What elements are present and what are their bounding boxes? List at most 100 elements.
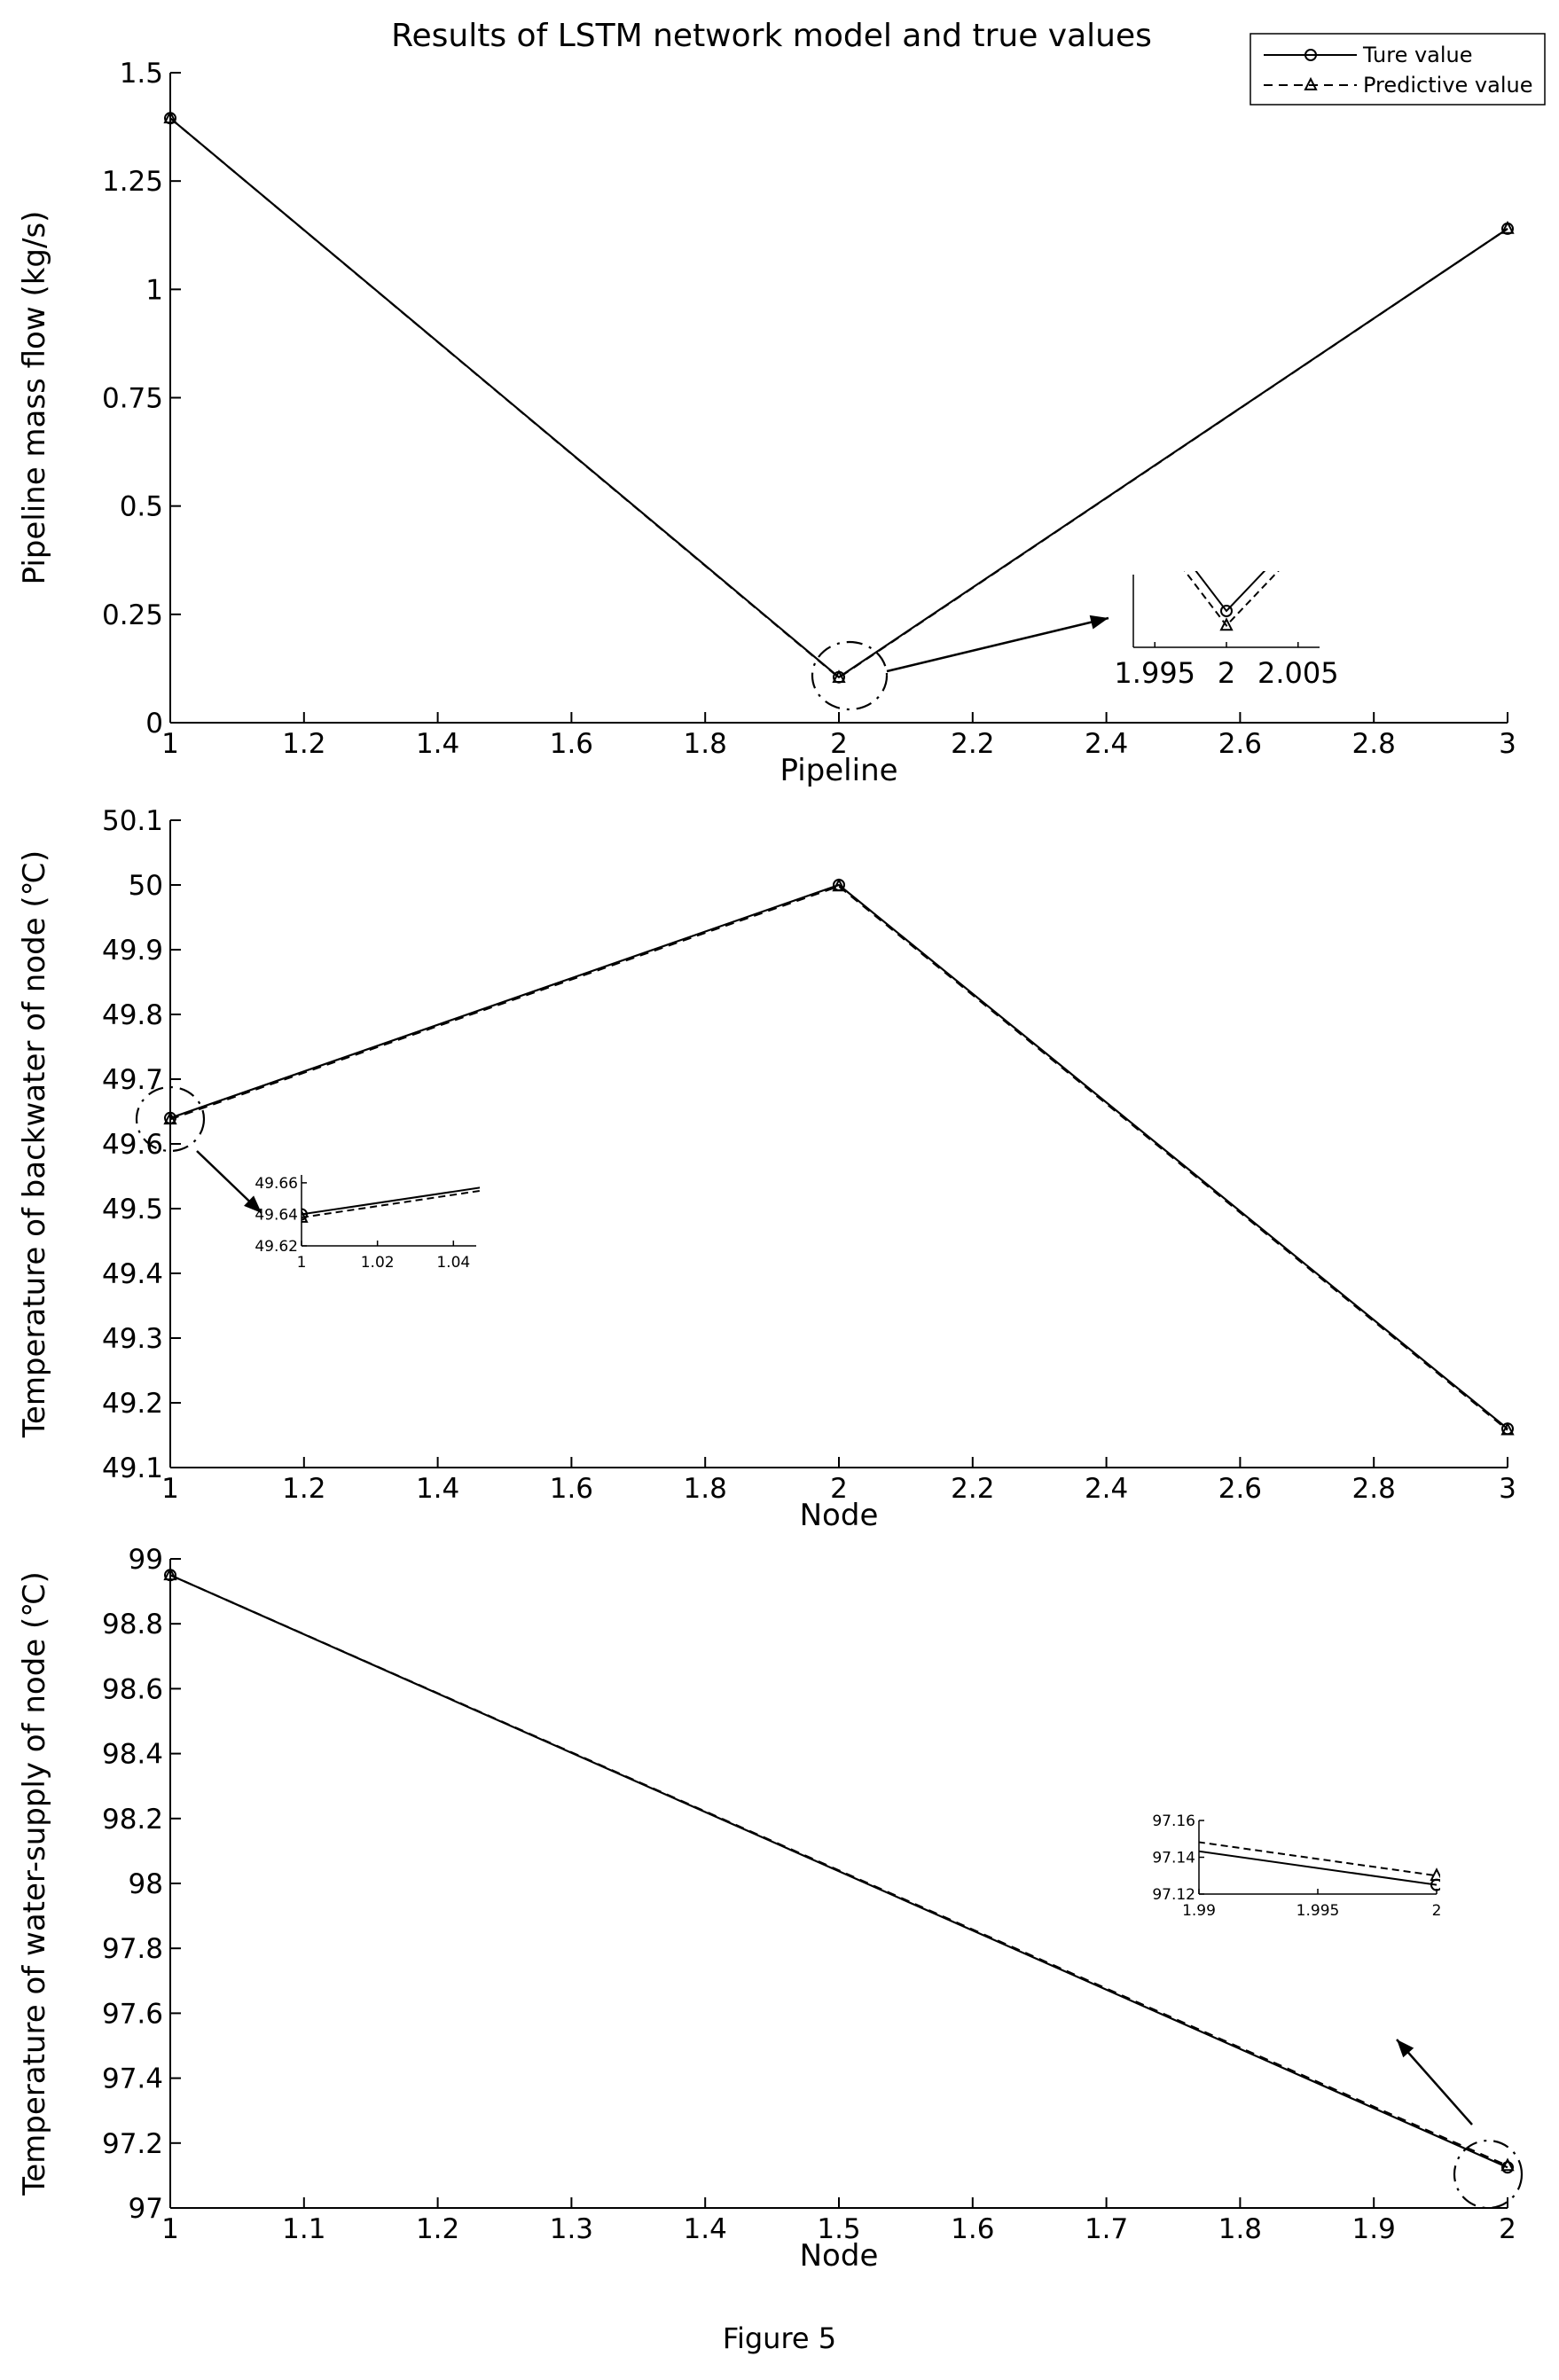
y-tick-label: 49.9 [102,935,163,967]
y-tick-label: 49.6 [102,1129,163,1161]
inset-point-predictive-value [302,1209,309,1223]
plots: 1 1.2 1.4 1.6 1.8 2 2.2 2.4 2.6 2.8 3 0 0.25 0.5 0.75 1… [17,58,1524,2274]
y-tick-label: 49.8 [102,999,163,1031]
legend-box [1250,33,1546,106]
y-tick-label: 49.4 [102,1258,163,1290]
x-tick-label: 1.2 [416,2213,459,2245]
x-tick-label: 1.8 [684,728,727,760]
inset-x-tick-label: 1.02 [361,1254,395,1272]
inset-x-tick-label: 2 [1218,656,1235,690]
y-tick-label: 50.1 [102,805,163,837]
series-line-predictive-value [169,1574,1508,2167]
y-axis-label: Pipeline mass flow (kg/s) [17,211,52,585]
x-axis-label: Pipeline [780,753,897,788]
inset-point-true-value [302,1208,308,1221]
data-point-predictive-value [1500,1421,1515,1436]
inset-zoom: 1.99 1.995 2 97.12 97.14 97.16 [1152,1812,1524,2210]
x-axis-label: Node [800,1498,879,1533]
x-tick-label: 1 [161,728,179,760]
series-line-predictive-value [169,117,1508,679]
y-tick-label: 49.1 [102,1452,163,1484]
zoom-highlight-circle [811,640,889,711]
data-point-predictive-value [1500,220,1515,234]
figure-caption: Figure 5 [722,2321,837,2355]
inset-x-tick-label: 2.005 [1257,656,1339,690]
y-tick-label: 0.5 [120,491,163,523]
x-tick-label: 1.7 [1085,2213,1128,2245]
y-tick-label: 0 [145,708,163,740]
y-tick-label: 98.2 [102,1804,163,1836]
y-axis-label: Temperature of backwater of node (℃) [17,850,52,1438]
y-tick-label: 98.4 [102,1739,163,1771]
y-tick-label: 97.4 [102,2063,163,2095]
y-tick-label: 98 [129,1868,163,1900]
inset-x-tick-label: 1 [297,1254,307,1272]
inset-y-tick-label: 49.66 [255,1175,298,1193]
x-tick-label: 1.1 [282,2213,325,2245]
x-tick-label: 2.6 [1218,1473,1262,1505]
x-tick-label: 1.6 [951,2213,994,2245]
series-line-predictive-value [169,885,1508,1431]
x-tick-label: 1.8 [684,1473,727,1505]
inset-y-tick-label: 49.62 [255,1238,298,1256]
figure-title: Results of LSTM network model and true v… [391,18,1152,54]
inset-series-line-predictive-value [302,1189,480,1218]
x-tick-label: 1.6 [550,728,593,760]
legend-label: Ture value [1362,43,1473,67]
x-tick-label: 1.5 [817,2213,860,2245]
zoom-arrow-head [1397,2039,1414,2058]
inset-series-line-predictive-value [1183,571,1280,627]
x-tick-label: 2 [830,728,848,760]
zoom-arrow-line [886,616,1109,673]
inset-y-tick-label: 97.12 [1152,1886,1195,1904]
x-tick-label: 1.4 [684,2213,727,2245]
y-tick-label: 97 [129,2193,163,2225]
x-tick-label: 1.2 [282,1473,325,1505]
series-line-true-value [169,117,1508,679]
y-tick-label: 49.2 [102,1388,163,1420]
x-tick-label: 1 [161,1473,179,1505]
chart-panel-3: 1 1.1 1.2 1.3 1.4 1.5 1.6 1.7 1.8 1.9 2 97 97.2 97.4 9… [17,1544,1524,2274]
inset-series [302,1186,480,1223]
x-tick-label: 1.4 [416,728,459,760]
data-point-true-value [1501,2161,1514,2174]
inset-series-line-true-value [1199,1850,1438,1886]
y-tick-label: 1 [145,274,163,306]
inset-y-tick-label: 97.16 [1152,1812,1195,1830]
data-point-predictive-value [832,878,846,892]
zoom-arrow-head [1089,615,1109,630]
inset-x-tick-label: 2 [1432,1902,1442,1920]
x-tick-label: 1.2 [282,728,325,760]
x-tick-label: 2.4 [1085,1473,1128,1505]
inset-series-line-true-value [302,1186,480,1216]
x-tick-label: 2.4 [1085,728,1128,760]
legend: Ture value Predictive value [1250,33,1546,106]
x-tick-label: 2.2 [951,728,994,760]
zoom-highlight-circle [1453,2139,1524,2210]
chart-panel-1: 1 1.2 1.4 1.6 1.8 2 2.2 2.4 2.6 2.8 3 0 0.25 0.5 0.75 1… [17,58,1516,788]
legend-marker-true-value [1304,49,1317,61]
data-point-predictive-value [1500,2157,1515,2172]
x-tick-label: 2.8 [1352,1473,1396,1505]
y-tick-label: 50 [129,870,163,902]
x-tick-label: 1 [161,2213,179,2245]
y-tick-label: 0.25 [102,599,163,631]
y-axis-label: Temperature of water-supply of node (℃) [17,1571,52,2196]
inset-zoom: 1.995 2 2.005 [811,571,1339,711]
y-tick-label: 1.5 [120,58,163,90]
inset-x-tick-label: 1.04 [436,1254,470,1272]
y-tick-label: 97.8 [102,1933,163,1965]
x-tick-label: 2 [1499,2213,1516,2245]
data-point-predictive-value [832,669,846,684]
inset-series [1183,571,1280,631]
y-tick-label: 99 [129,1544,163,1576]
chart-panel-2: 1 1.2 1.4 1.6 1.8 2 2.2 2.4 2.6 2.8 3 49.1 49.2 49.3 4… [17,805,1516,1533]
y-tick-label: 49.5 [102,1194,163,1225]
inset-zoom: 1 1.02 1.04 49.62 49.64 49.66 [135,1085,480,1272]
zoom-highlight-circle [135,1085,206,1153]
x-tick-label: 1.9 [1352,2213,1396,2245]
x-tick-label: 1.3 [550,2213,593,2245]
x-tick-label: 3 [1499,728,1516,760]
x-tick-label: 2.8 [1352,728,1396,760]
data-point-predictive-value [163,110,177,124]
